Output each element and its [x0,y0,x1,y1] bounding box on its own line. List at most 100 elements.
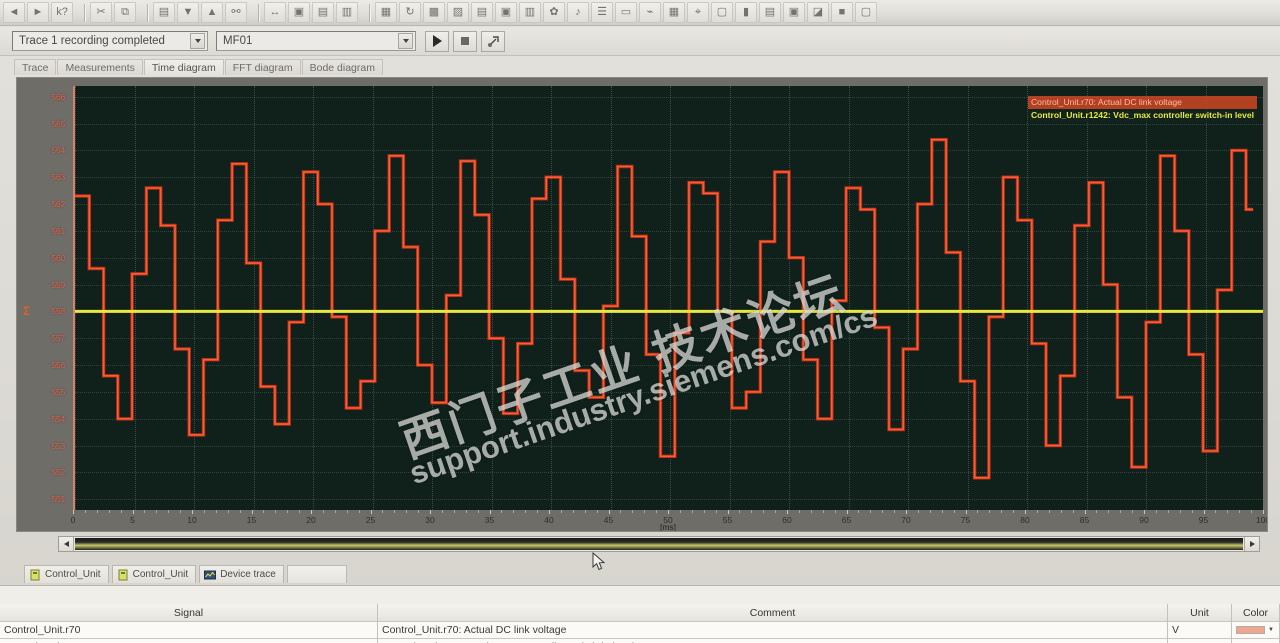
load-to-pg-button[interactable]: ▣ [288,2,310,23]
x-axis-tick [1263,510,1264,514]
cell-color[interactable]: ▼ [1232,622,1280,639]
expert-list-button[interactable]: ▤ [471,2,493,23]
x-axis-tick [430,510,431,514]
refresh-button[interactable]: ↻ [399,2,421,23]
device-dropdown[interactable]: MF01 [216,31,416,51]
trace-status-dropdown[interactable]: Trace 1 recording completed [12,31,208,51]
print-preview-button[interactable]: ▣ [495,2,517,23]
tab-trace[interactable]: Trace [14,59,57,75]
list-button[interactable]: ☰ [591,2,613,23]
table-row[interactable]: Control_Unit.r1242Control_Unit.r1242: Vd… [0,639,1280,643]
zoom-button[interactable]: ⌁ [639,2,661,23]
chart-horizontal-scrollbar[interactable] [58,536,1260,552]
tab-fft-diagram[interactable]: FFT diagram [224,59,301,75]
table-row[interactable]: Control_Unit.r70 Control_Unit.r70: Actual… [0,622,1280,639]
topology-button[interactable]: ▩ [423,2,445,23]
mouse-pointer-icon [592,552,606,571]
x-axis-minor-tick [180,510,182,513]
x-axis-tick [251,510,253,514]
grid-icon: ▦ [668,6,680,18]
x-axis-minor-tick [620,510,622,513]
settings-gear-button[interactable]: ✿ [543,2,565,23]
frame-button[interactable]: ▢ [855,2,877,23]
scrollbar-thumb[interactable] [75,538,1243,550]
topology-icon: ▩ [428,6,440,18]
start-trace-button[interactable] [425,30,449,52]
x-axis-minor-tick [644,510,646,513]
nav-back-button[interactable]: ◄ [3,2,25,23]
copy-button[interactable]: ⧉ [114,2,136,23]
connect-online-button[interactable]: ▤ [153,2,175,23]
window-tile-button[interactable]: ▭ [615,2,637,23]
stack-button[interactable]: ▤ [759,2,781,23]
diagnostics-button[interactable]: ▦ [375,2,397,23]
x-axis-tick-label: 15 [246,515,257,525]
trace-icon [204,570,217,579]
cell-comment[interactable]: Control_Unit.r1242: Vdc_max controller s… [378,639,1168,643]
link-button[interactable]: ⚯ [225,2,247,23]
load-to-target-icon: ▤ [317,6,329,18]
column-header-signal[interactable]: Signal [0,604,378,622]
reset-trace-button[interactable] [481,30,505,52]
x-axis-tick [965,510,967,514]
x-axis-minor-tick [858,510,860,513]
tab-measurements[interactable]: Measurements [57,59,143,75]
document-tab-1[interactable]: Control_Unit [111,565,197,583]
plot-area[interactable]: 西门子工业 技术论坛 support.industry.siemens.com/… [73,86,1263,510]
compare-button[interactable]: ↔ [264,2,286,23]
upload-from-device-button[interactable]: ▲ [201,2,223,23]
x-axis-tick-label: 75 [960,515,971,525]
device-config-button[interactable]: ▨ [447,2,469,23]
cell-signal[interactable]: Control_Unit.r70 [0,622,378,639]
x-axis-minor-tick [453,510,455,513]
x-axis-minor-tick [1179,510,1181,513]
chevron-down-icon[interactable]: ▼ [1268,627,1274,633]
x-axis-minor-tick [1155,510,1157,513]
scroll-left-arrow-icon[interactable] [59,537,74,551]
area-button[interactable]: ◪ [807,2,829,23]
x-axis-minor-tick [763,510,765,513]
chevron-down-icon[interactable] [398,33,413,49]
cell-color[interactable]: ▼ [1232,639,1280,643]
help-context-button[interactable]: k? [51,2,73,23]
scroll-right-arrow-icon[interactable] [1244,537,1259,551]
trace-button[interactable]: ▥ [519,2,541,23]
x-axis-tick-label: 20 [306,515,316,525]
grid-button[interactable]: ▦ [663,2,685,23]
document-tab-2[interactable]: Device trace [199,565,284,583]
document-tab-0[interactable]: Control_Unit [24,565,109,583]
chevron-down-icon[interactable] [190,33,205,49]
load-to-target-button[interactable]: ▤ [312,2,334,23]
cell-unit[interactable]: V [1168,622,1232,639]
cut-button[interactable]: ✂ [90,2,112,23]
x-axis-tick-label: 40 [544,515,554,525]
column-header-color[interactable]: Color [1232,604,1280,622]
tab-bode-diagram[interactable]: Bode diagram [301,59,383,75]
x-axis-minor-tick [703,510,705,513]
download-to-device-button[interactable]: ▼ [177,2,199,23]
x-axis-tick [846,510,848,514]
cell-comment[interactable]: Control_Unit.r70: Actual DC link voltage [378,622,1168,639]
x-axis-minor-tick [275,510,277,513]
y-axis-tick-label: 551 [51,494,65,505]
x-axis-minor-tick [477,510,479,513]
stop-trace-button[interactable] [453,30,477,52]
nav-forward-button[interactable]: ► [27,2,49,23]
color-swatch[interactable] [1236,626,1265,634]
bar-button[interactable]: ▮ [735,2,757,23]
x-axis-minor-tick [1036,510,1038,513]
fill-button[interactable]: ■ [831,2,853,23]
measure-button[interactable]: ♪ [567,2,589,23]
column-header-unit[interactable]: Unit [1168,604,1232,622]
tab-time-diagram[interactable]: Time diagram [143,59,224,75]
cursor-button[interactable]: ⌖ [687,2,709,23]
zoom-icon: ⌁ [646,6,654,18]
cell-unit[interactable]: V [1168,639,1232,643]
split-icon: ▣ [788,6,800,18]
cell-signal[interactable]: Control_Unit.r1242 [0,639,378,643]
page-button[interactable]: ▢ [711,2,733,23]
ram-to-rom-button[interactable]: ▥ [336,2,358,23]
split-button[interactable]: ▣ [783,2,805,23]
column-header-comment[interactable]: Comment [378,604,1168,622]
y-axis-tick-label: 560 [51,252,65,263]
